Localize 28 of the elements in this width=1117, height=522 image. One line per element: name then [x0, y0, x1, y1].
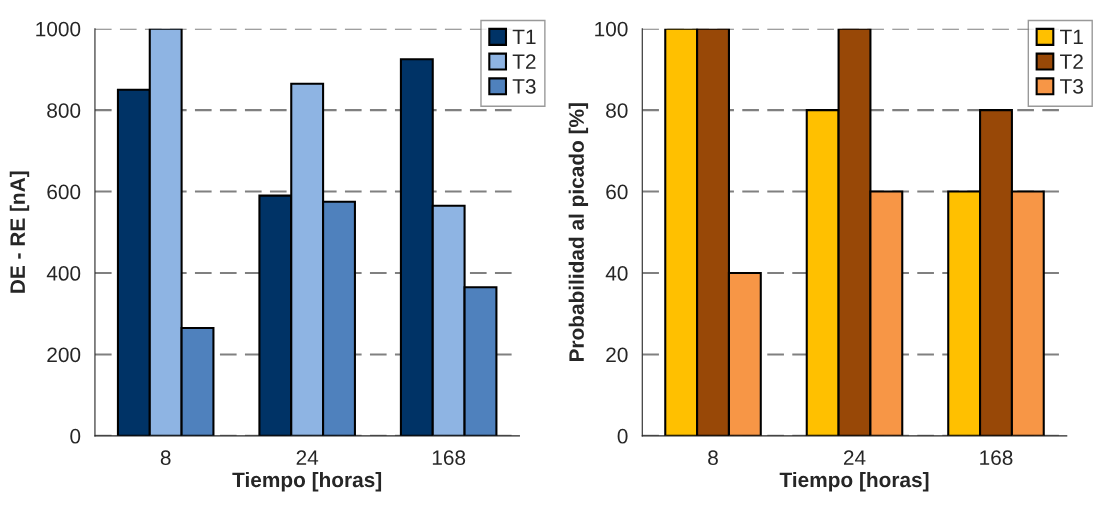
legend-label: T1 — [512, 29, 536, 45]
y-axis-title: DE - RE [nA] — [9, 171, 30, 293]
legend-label: T2 — [1060, 54, 1083, 69]
legend-label: T1 — [1060, 29, 1083, 45]
legend-label: T3 — [512, 79, 536, 94]
legend-label: T2 — [512, 54, 536, 69]
x-tick-label: 8 — [708, 450, 718, 466]
y-tick-label: 80 — [606, 103, 628, 118]
y-tick-label: 0 — [617, 428, 628, 444]
y-tick-label: 200 — [47, 347, 81, 363]
legend-label: T3 — [1060, 79, 1083, 94]
x-tick-label: 24 — [296, 450, 319, 465]
y-tick-label: 400 — [46, 266, 81, 281]
x-tick-label: 168 — [432, 450, 466, 466]
y-tick-label: 800 — [47, 103, 81, 118]
y-axis-title: Probabilidad al picado [%] — [568, 103, 589, 362]
x-tick-label: 168 — [980, 450, 1013, 466]
x-tick-label: 24 — [843, 450, 866, 465]
x-axis-title: Tiempo [horas] — [232, 471, 382, 492]
x-axis-title: Tiempo [horas] — [779, 471, 929, 492]
y-tick-label: 60 — [606, 184, 628, 200]
y-tick-label: 40 — [605, 266, 628, 281]
y-tick-label: 20 — [606, 347, 628, 363]
x-tick-label: 8 — [160, 450, 171, 466]
y-tick-label: 600 — [47, 184, 81, 200]
y-tick-label: 100 — [595, 21, 628, 37]
y-tick-label: 1000 — [36, 21, 81, 37]
y-tick-label: 0 — [70, 428, 81, 444]
